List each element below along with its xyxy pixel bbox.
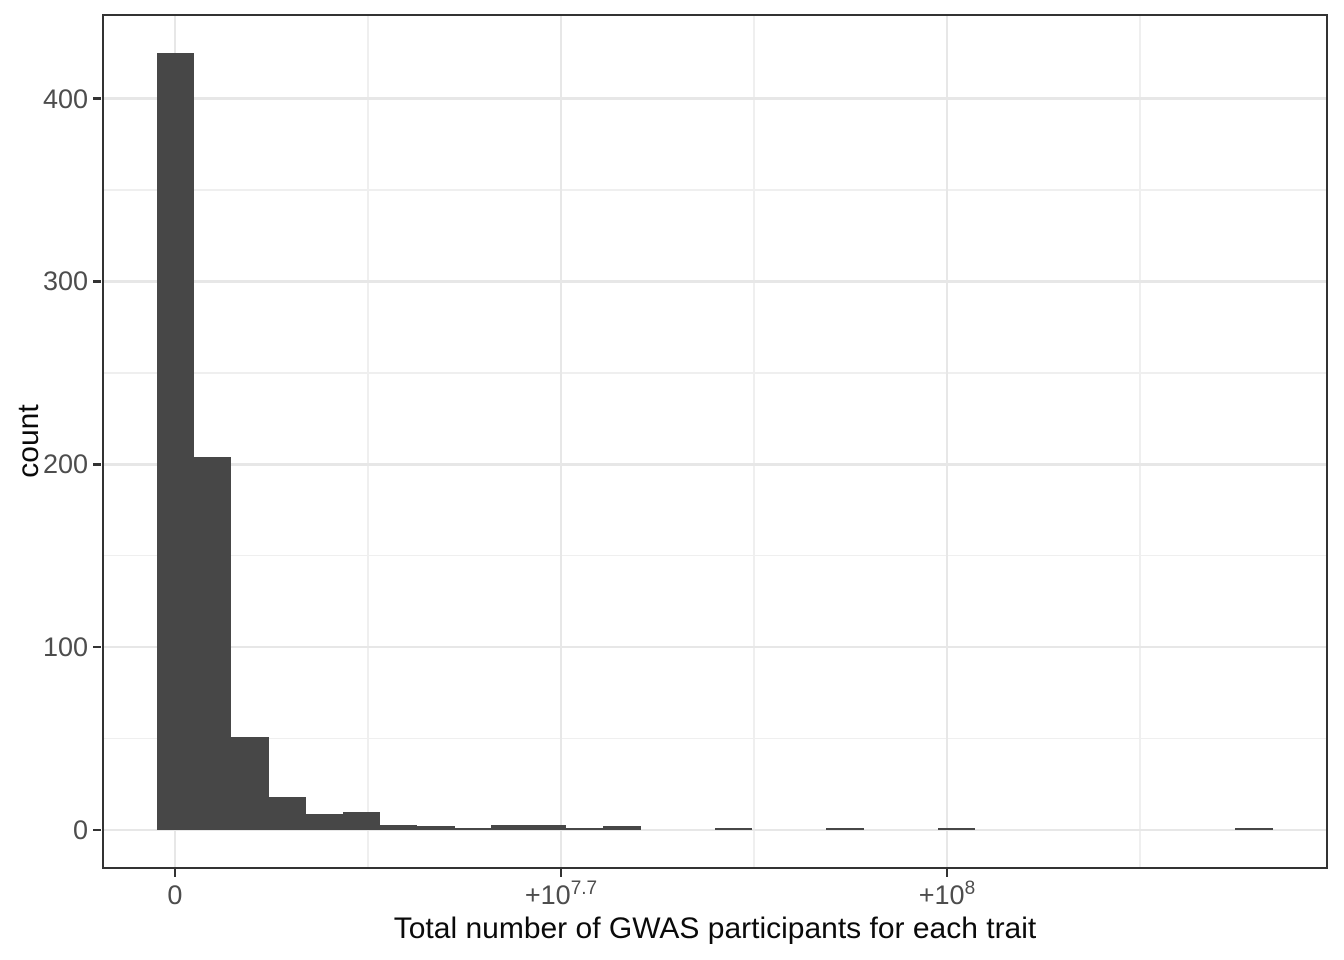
histogram-bar [379, 824, 418, 831]
x-tick-label: 0 [167, 880, 183, 910]
histogram-bar [826, 828, 864, 831]
x-minor-gridline [367, 14, 369, 869]
x-tick-mark [945, 869, 949, 877]
plot-panel [102, 14, 1328, 869]
y-major-gridline [102, 646, 1328, 649]
histogram-bar [565, 828, 604, 831]
y-tick-mark [93, 97, 101, 100]
y-tick-label: 0 [72, 815, 88, 846]
histogram-bar [342, 811, 381, 831]
histogram-bar [491, 824, 530, 831]
y-major-gridline [102, 280, 1328, 283]
histogram-bar [417, 826, 455, 831]
x-axis-title: Total number of GWAS participants for ea… [393, 912, 1037, 945]
histogram-bar [193, 457, 232, 831]
y-minor-gridline [102, 372, 1328, 374]
y-tick-label: 100 [42, 632, 88, 663]
x-major-gridline [559, 14, 563, 869]
y-minor-gridline [102, 737, 1328, 740]
x-minor-gridline [1139, 14, 1141, 869]
y-tick-mark [93, 280, 101, 283]
x-minor-gridline [753, 14, 755, 869]
y-tick-mark [93, 828, 101, 832]
y-tick-label: 400 [42, 83, 88, 114]
x-tick-label: +108 [918, 878, 976, 910]
histogram-bar [231, 736, 269, 831]
histogram-bar [714, 828, 753, 831]
y-major-gridline [102, 463, 1328, 466]
histogram-bar [1235, 828, 1274, 831]
y-minor-gridline [102, 555, 1328, 557]
y-minor-gridline [102, 189, 1328, 191]
histogram-bar [305, 813, 344, 831]
histogram-bar [268, 797, 306, 831]
y-tick-mark [93, 463, 101, 466]
histogram-bar [937, 828, 976, 831]
y-axis-title: count [12, 404, 45, 478]
y-tick-mark [93, 646, 101, 649]
x-tick-label-exponent: 8 [964, 878, 976, 899]
x-tick-label: +107.7 [524, 878, 598, 910]
histogram-bar [528, 824, 567, 831]
y-major-gridline [102, 97, 1328, 100]
histogram-bar [156, 52, 195, 831]
histogram-bar [454, 828, 492, 831]
x-major-gridline [945, 14, 949, 869]
x-tick-label-exponent: 7.7 [570, 878, 598, 899]
histogram-bar [603, 826, 641, 831]
x-tick-mark [559, 869, 563, 877]
x-tick-mark [173, 869, 177, 877]
y-tick-label: 300 [42, 266, 88, 297]
